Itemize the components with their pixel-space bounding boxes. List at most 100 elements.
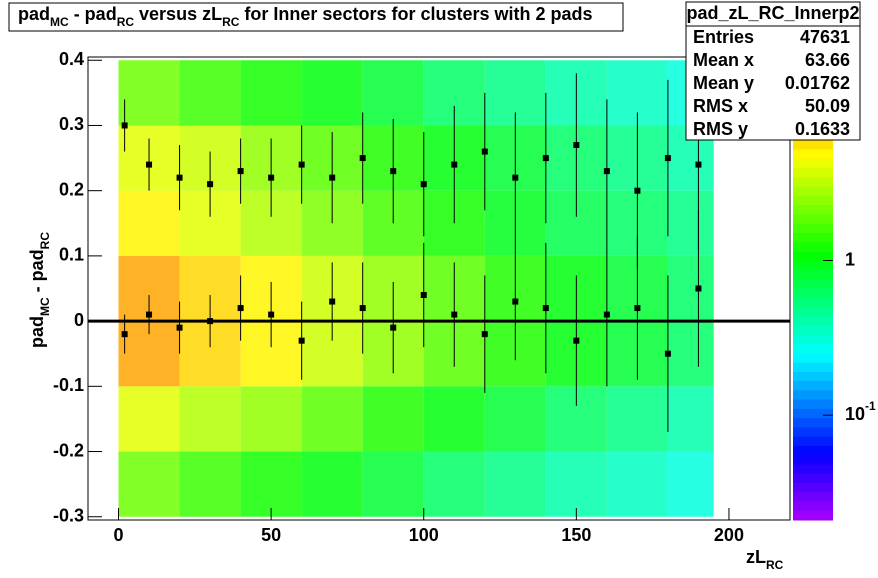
subscript: RC <box>222 15 240 29</box>
profile-point <box>268 311 275 318</box>
palette-step <box>793 427 833 438</box>
y-tick-label: 0.2 <box>59 179 84 199</box>
y-tick-label: 0.1 <box>59 245 84 265</box>
chart-title: padMC - padRC versus zLRC for Inner sect… <box>18 4 593 29</box>
stats-value: 0.1633 <box>795 119 850 139</box>
exponent: -1 <box>865 399 876 413</box>
palette-step <box>793 307 833 317</box>
profile-point <box>207 181 214 188</box>
heat-cell <box>240 60 302 126</box>
profile-point <box>542 155 549 162</box>
title-box <box>8 2 624 32</box>
profile-point <box>329 174 336 181</box>
y-tick-label: 0 <box>74 310 84 330</box>
palette-step <box>793 297 833 308</box>
palette-step <box>793 353 833 364</box>
text-part: - pad <box>27 249 47 297</box>
stats-value: 50.09 <box>805 96 850 116</box>
profile-point <box>329 298 336 305</box>
text-part: - pad <box>69 4 117 24</box>
label: 10 <box>845 404 865 424</box>
profile-point <box>390 324 397 331</box>
y-tick-label: 0.3 <box>59 114 84 134</box>
label: 1 <box>845 249 855 269</box>
palette-step <box>793 158 833 169</box>
subscript: MC <box>38 297 52 316</box>
stats-box <box>685 1 861 141</box>
heat-cell <box>423 451 485 517</box>
heat-cell <box>484 386 546 452</box>
heat-cell <box>667 190 714 256</box>
palette-step <box>793 362 833 373</box>
profile-point <box>359 305 366 312</box>
profile-point <box>390 168 397 175</box>
heat-cell <box>606 386 668 452</box>
stats-title: pad_zL_RC_Innerp2 <box>686 3 859 23</box>
heat-cell <box>179 60 241 126</box>
stats-label: Entries <box>693 27 754 47</box>
palette-step <box>793 501 833 512</box>
profile-point <box>146 161 153 168</box>
profile-point <box>573 337 580 344</box>
palette-step <box>793 279 833 289</box>
subscript: RC <box>38 232 52 250</box>
palette-step <box>793 288 833 299</box>
heat-cell <box>667 386 714 452</box>
profile-point <box>542 305 549 312</box>
heat-cell <box>301 60 363 126</box>
profile-point <box>573 142 580 149</box>
profile-point <box>176 174 183 181</box>
heat-cell <box>362 451 424 517</box>
palette-step <box>793 205 833 215</box>
profile-point <box>634 305 641 312</box>
stats-value: 0.01762 <box>785 73 850 93</box>
heat-cell <box>179 451 241 517</box>
palette-step <box>793 186 833 197</box>
y-tick-label: -0.2 <box>53 440 84 460</box>
profile-point <box>481 331 488 338</box>
heat-cell <box>362 60 424 126</box>
palette-step <box>793 408 833 419</box>
palette-step <box>793 436 833 447</box>
heat-cell <box>667 255 714 322</box>
heat-cell <box>118 190 180 256</box>
heat-cell <box>423 386 485 452</box>
stats-value: 47631 <box>800 27 850 47</box>
text-part: versus zL <box>134 4 222 24</box>
heat-cell <box>301 451 363 517</box>
palette-step <box>793 260 833 271</box>
profile-point <box>603 311 610 318</box>
palette-step <box>793 344 833 354</box>
palette-step <box>793 195 833 206</box>
palette-step <box>793 418 833 428</box>
stats-label: Mean y <box>693 73 754 93</box>
subscript: RC <box>117 15 135 29</box>
palette-step <box>793 177 833 188</box>
heat-cell <box>301 386 363 452</box>
profile-point <box>176 324 183 331</box>
stats-value: 63.66 <box>805 50 850 70</box>
palette-step <box>793 269 833 280</box>
profile-point <box>207 318 214 325</box>
palette-step <box>793 168 833 178</box>
palette-step <box>793 214 833 225</box>
palette-step <box>793 334 833 345</box>
text-part: pad <box>18 4 50 24</box>
palette-step <box>793 232 833 243</box>
profile-point <box>268 174 275 181</box>
subscript: RC <box>766 558 784 572</box>
text-part: pad <box>27 316 47 348</box>
palette-step <box>793 510 833 521</box>
palette-step <box>793 223 833 234</box>
profile-point <box>695 161 702 168</box>
subscript: MC <box>50 15 69 29</box>
palette-step <box>793 464 833 475</box>
heat-cell <box>667 451 714 517</box>
palette-step <box>793 381 833 391</box>
profile-point <box>512 298 519 305</box>
profile-point <box>451 311 458 318</box>
profile-point <box>634 187 641 194</box>
y-axis-label: padMC - padRC <box>27 232 52 348</box>
heat-cell <box>667 321 714 387</box>
